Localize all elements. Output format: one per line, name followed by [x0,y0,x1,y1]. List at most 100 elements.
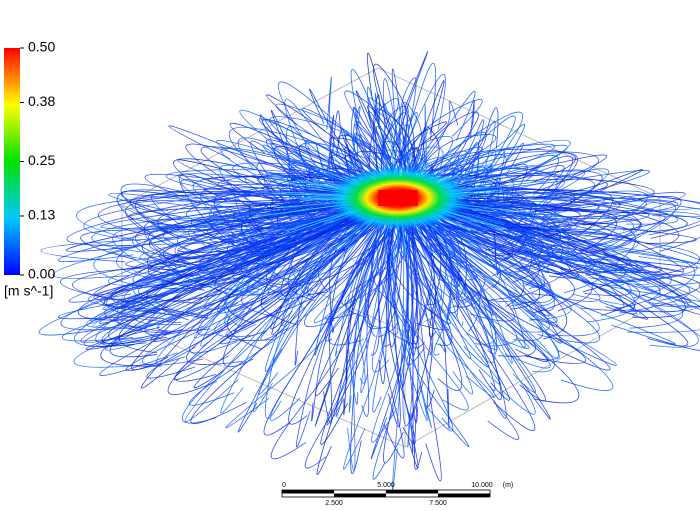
streamline [373,98,404,195]
scale-segment [282,490,334,494]
streamline [388,196,470,448]
streamline [412,198,700,316]
streamline [133,197,404,326]
streamline [396,203,686,318]
streamline [100,190,393,367]
streamline [270,192,393,460]
streamline [395,198,546,402]
legend-unit: [m s^-1] [4,283,53,299]
scale-segment [386,490,438,494]
streamline [393,195,617,366]
streamline [99,201,413,376]
streamline [335,204,410,417]
streamline [117,201,388,324]
streamline [406,201,463,391]
legend-tick-label: 0.13 [28,207,55,223]
streamline [396,198,536,431]
streamline [93,199,395,289]
streamline [315,192,390,397]
streamline [406,202,419,424]
streamline [386,201,562,344]
scale-segment [438,493,490,497]
scale-segment [334,493,386,497]
scale-label: 5.000 [377,482,395,489]
streamline [392,195,586,364]
streamline [393,196,700,351]
color-legend: [m s^-1] 0.00 0.13 0.25 0.38 0.50 [4,39,55,299]
streamlines [38,51,700,493]
streamline [265,200,384,372]
streamline [219,192,390,345]
color-bar [4,48,20,275]
legend-tick-label: 0.25 [28,152,55,168]
streamline [390,202,419,345]
scale-bar: 0 5.000 10.000 (m) 2.500 7.500 [281,482,514,507]
streamline [316,191,396,476]
streamline [146,193,403,379]
streamline [409,201,442,482]
streamline [401,189,700,239]
streamline [186,201,400,365]
streamline [399,198,685,273]
streamline [403,196,520,440]
streamline [260,203,408,326]
legend-tick-label: 0.00 [28,266,55,282]
legend-tick-label: 0.50 [28,39,55,55]
streamline [395,203,652,274]
streamline [373,63,415,198]
streamline [154,201,389,317]
scale-label: 10.000 [471,482,493,489]
streamline [393,194,435,408]
streamline [391,192,405,493]
streamline [65,190,395,252]
scale-label: 2.500 [325,500,343,507]
streamline [102,196,404,310]
streamline [398,202,507,419]
streamline [190,195,402,424]
streamline [182,193,386,424]
streamline [343,201,402,416]
streamline [220,190,405,414]
streamline [88,204,408,311]
streamline [378,196,405,459]
streamline [311,196,396,422]
streamline [323,194,384,424]
streamline [386,203,454,432]
streamline [288,198,393,425]
streamline [412,192,680,254]
streamline [116,189,393,235]
streamline [122,198,398,308]
streamline [142,190,405,366]
streamline [402,201,495,398]
streamline [387,192,451,331]
streamline [411,148,576,192]
streamline [396,203,450,429]
scale-label: 0 [282,482,286,489]
streamline [66,192,394,246]
velocity-max-region [378,190,418,206]
streamline [147,199,387,272]
streamline [347,203,394,405]
streamline [396,202,501,385]
streamline [391,199,568,340]
scale-label: (m) [503,482,514,489]
streamline [184,204,398,422]
streamline [411,191,548,362]
streamline [343,203,401,470]
scale-label: 7.500 [429,500,447,507]
streamline [83,191,405,242]
streamline [389,192,419,469]
streamline [390,197,537,393]
streamline [386,204,659,282]
streamline [304,198,397,469]
streamline [399,199,510,401]
streamline [237,137,387,194]
streamline [383,193,469,411]
streamline [391,195,428,421]
legend-tick-label: 0.38 [28,93,55,109]
streamline [401,194,551,420]
streamline [404,193,536,415]
streamline [314,198,394,427]
